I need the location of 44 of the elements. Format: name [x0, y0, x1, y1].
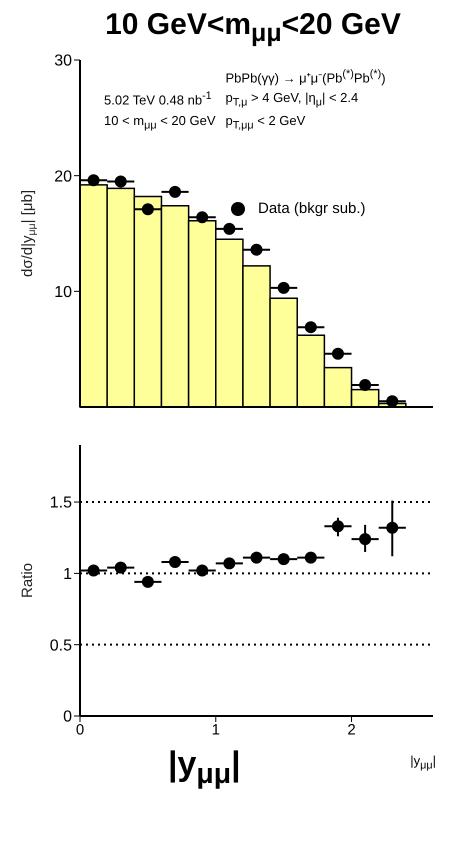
annotation: PbPb(γγ) → μ⁺μ⁻(Pb$^{(*)}$Pb$^{(*)}$) — [226, 68, 386, 86]
legend-label: Data (bkgr sub.) — [258, 200, 366, 217]
point — [88, 564, 100, 577]
y-tick-label: 10 — [54, 284, 72, 302]
point — [304, 552, 317, 564]
point — [359, 379, 372, 392]
point — [114, 562, 127, 574]
chart-title: 10 GeV<m$_{μμ}$<20 GeV — [104, 8, 402, 49]
text: |y$_{μμ}$| — [410, 753, 436, 772]
point — [304, 321, 317, 334]
point — [223, 557, 236, 570]
point — [386, 522, 398, 534]
x-tick-label: 1 — [212, 722, 220, 739]
point — [359, 533, 372, 546]
y-tick-label: 20 — [54, 168, 72, 186]
point — [114, 175, 127, 188]
y-tick-label: 0.5 — [50, 637, 72, 654]
point — [278, 282, 290, 294]
point — [196, 564, 208, 577]
point — [196, 211, 208, 224]
point — [169, 186, 182, 198]
y-tick-label: 1.5 — [50, 494, 72, 512]
y-tick-label: 1 — [63, 566, 72, 584]
point — [169, 556, 182, 568]
point — [332, 348, 344, 360]
point — [250, 552, 262, 564]
annotation: 5.02 TeV 0.48 nb$^{-1}$ — [104, 90, 213, 109]
point — [142, 576, 154, 588]
annotation: 10 < m$_{μμ}$ < 20 GeV — [104, 112, 216, 132]
x-tick-label: 0 — [76, 722, 84, 739]
point — [278, 553, 290, 566]
annotation: p$_{T,μμ}$ < 2 GeV — [226, 112, 306, 132]
y-tick-label: 0 — [63, 708, 72, 726]
point — [142, 203, 154, 216]
point — [332, 520, 344, 532]
annotation: p$_{T,μ}$ > 4 GeV, |η$_{μ}$| < 2.4 — [226, 90, 360, 109]
point — [88, 174, 100, 186]
y-axis-title: Ratio — [19, 562, 36, 598]
point — [250, 244, 262, 256]
y-tick-label: 30 — [54, 52, 72, 70]
x-axis-title: |y$_{μμ}$| — [168, 745, 241, 791]
x-tick-label: 2 — [347, 722, 356, 739]
point — [386, 395, 398, 407]
point — [223, 222, 236, 235]
